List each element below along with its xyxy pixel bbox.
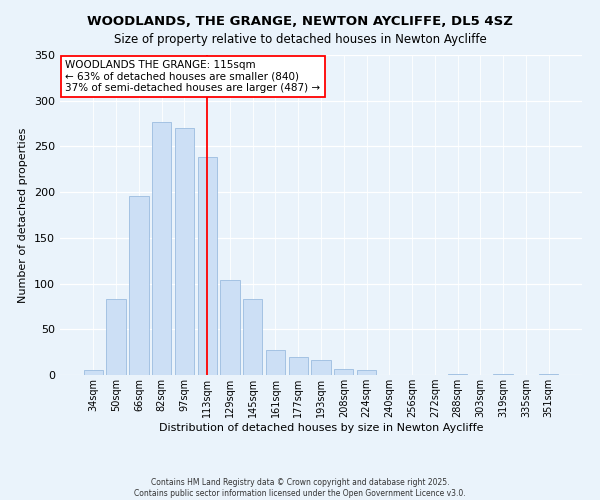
Bar (266, 350, 285, 375)
Text: Contains HM Land Registry data © Crown copyright and database right 2025.
Contai: Contains HM Land Registry data © Crown c… (134, 478, 466, 498)
Bar (493, 374, 513, 375)
Bar (311, 360, 331, 375)
Bar (152, 122, 172, 375)
Bar (334, 368, 353, 375)
Bar (175, 128, 194, 375)
Text: WOODLANDS, THE GRANGE, NEWTON AYCLIFFE, DL5 4SZ: WOODLANDS, THE GRANGE, NEWTON AYCLIFFE, … (87, 15, 513, 28)
X-axis label: Distribution of detached houses by size in Newton Aycliffe: Distribution of detached houses by size … (159, 423, 483, 433)
Bar (448, 374, 467, 375)
Bar (243, 299, 262, 375)
Bar (539, 374, 558, 375)
Text: WOODLANDS THE GRANGE: 115sqm
← 63% of detached houses are smaller (840)
37% of s: WOODLANDS THE GRANGE: 115sqm ← 63% of de… (65, 60, 320, 93)
Bar (357, 370, 376, 375)
Bar (220, 280, 239, 375)
Bar (197, 158, 217, 375)
Bar (106, 299, 126, 375)
Bar (84, 370, 103, 375)
Bar (129, 196, 149, 375)
Text: Size of property relative to detached houses in Newton Aycliffe: Size of property relative to detached ho… (113, 32, 487, 46)
Y-axis label: Number of detached properties: Number of detached properties (19, 128, 28, 302)
Bar (289, 356, 308, 375)
